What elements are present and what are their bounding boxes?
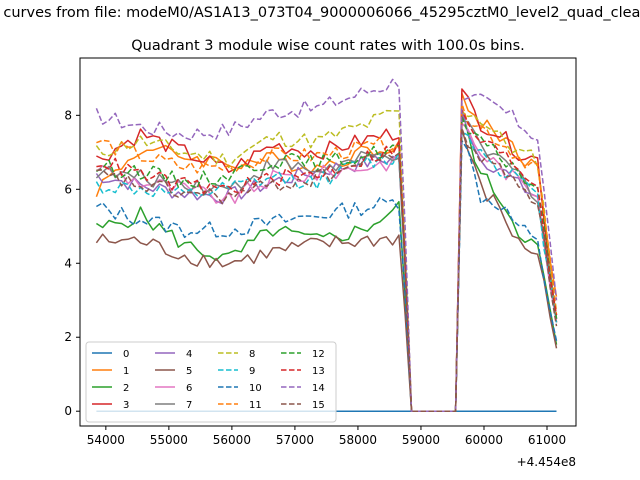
plot-area-frame: [79, 57, 577, 427]
chart-suptitle: Light curves from file: modeM0/AS1A13_07…: [0, 5, 640, 21]
legend-label-1: 1: [123, 366, 129, 377]
legend-label-5: 5: [186, 366, 192, 377]
legend-label-0: 0: [123, 349, 129, 360]
series-line-12: [96, 115, 558, 412]
series-line-5: [95, 128, 558, 412]
legend-label-2: 2: [123, 383, 129, 394]
legend-label-9: 9: [249, 366, 255, 377]
legend-label-15: 15: [312, 400, 325, 411]
series-line-8: [95, 109, 558, 412]
axes-layer: 54000 55000 56000 57000 58000 59000 60000 61000…: [64, 108, 566, 447]
legend-box: [85, 341, 337, 423]
legend-label-11: 11: [249, 400, 262, 411]
x-tick-label: 55000: [150, 433, 188, 447]
series-line-7: [95, 120, 558, 412]
series-layer: [95, 78, 558, 412]
x-tick-label: 58000: [339, 433, 377, 447]
series-line-15: [96, 127, 558, 412]
x-tick-label: 54000: [87, 433, 125, 447]
series-line-9: [95, 130, 558, 412]
series-line-11: [96, 102, 558, 412]
y-tick-label: 2: [64, 330, 72, 344]
legend-label-8: 8: [249, 349, 255, 360]
legend-label-4: 4: [186, 349, 192, 360]
legend-label-10: 10: [249, 383, 262, 394]
legend-label-3: 3: [123, 400, 129, 411]
series-line-14: [95, 78, 558, 412]
x-tick-label: 59000: [402, 433, 440, 447]
x-tick-label: 56000: [213, 433, 251, 447]
series-line-13: [96, 109, 558, 412]
legend-label-6: 6: [186, 383, 192, 394]
y-tick-label: 6: [64, 182, 72, 196]
series-line-10: [96, 139, 558, 412]
legend-label-14: 14: [312, 383, 325, 394]
legend-label-7: 7: [186, 400, 192, 411]
x-tick-label: 60000: [465, 433, 503, 447]
y-tick-label: 0: [64, 404, 72, 418]
x-offset-label: +4.454e8: [517, 455, 576, 469]
x-tick-label: 57000: [276, 433, 314, 447]
x-tick-label: 61000: [528, 433, 566, 447]
chart-title: Quadrant 3 module wise count rates with …: [131, 38, 525, 54]
legend-label-12: 12: [312, 349, 325, 360]
y-tick-label: 8: [64, 108, 72, 122]
y-tick-label: 4: [64, 256, 72, 270]
legend-label-13: 13: [312, 366, 325, 377]
